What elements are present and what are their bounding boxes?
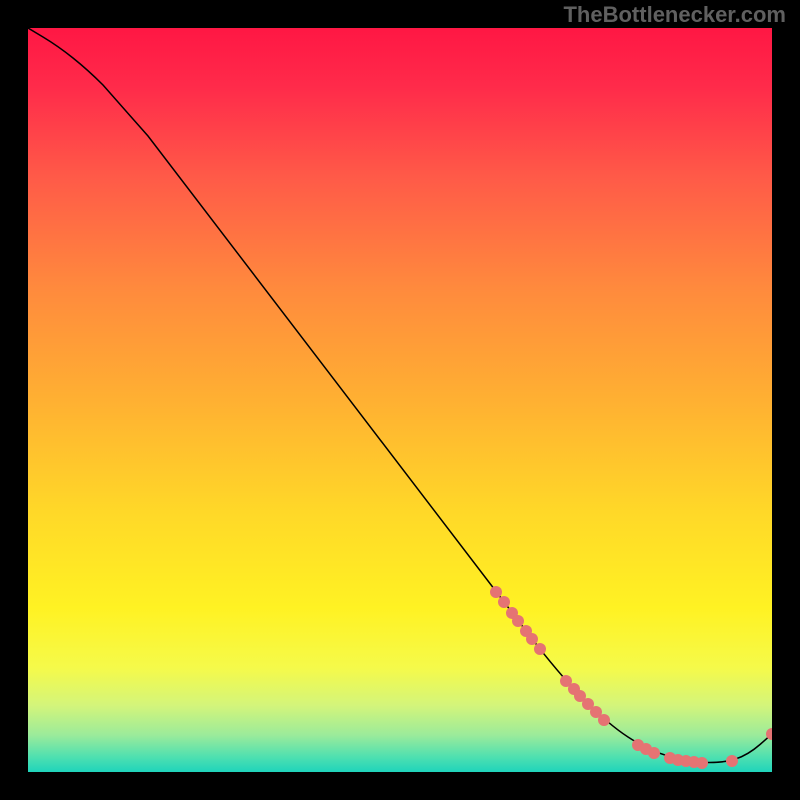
data-marker [598, 714, 610, 726]
data-marker [696, 757, 708, 769]
data-marker [498, 596, 510, 608]
data-marker [534, 643, 546, 655]
chart-area [28, 28, 772, 772]
watermark-text: TheBottlenecker.com [563, 2, 786, 28]
chart-curve-layer [28, 28, 772, 772]
data-markers [490, 586, 772, 769]
bottleneck-curve [28, 28, 772, 763]
data-marker [648, 747, 660, 759]
data-marker [490, 586, 502, 598]
data-marker [726, 755, 738, 767]
data-marker [526, 633, 538, 645]
data-marker [512, 615, 524, 627]
